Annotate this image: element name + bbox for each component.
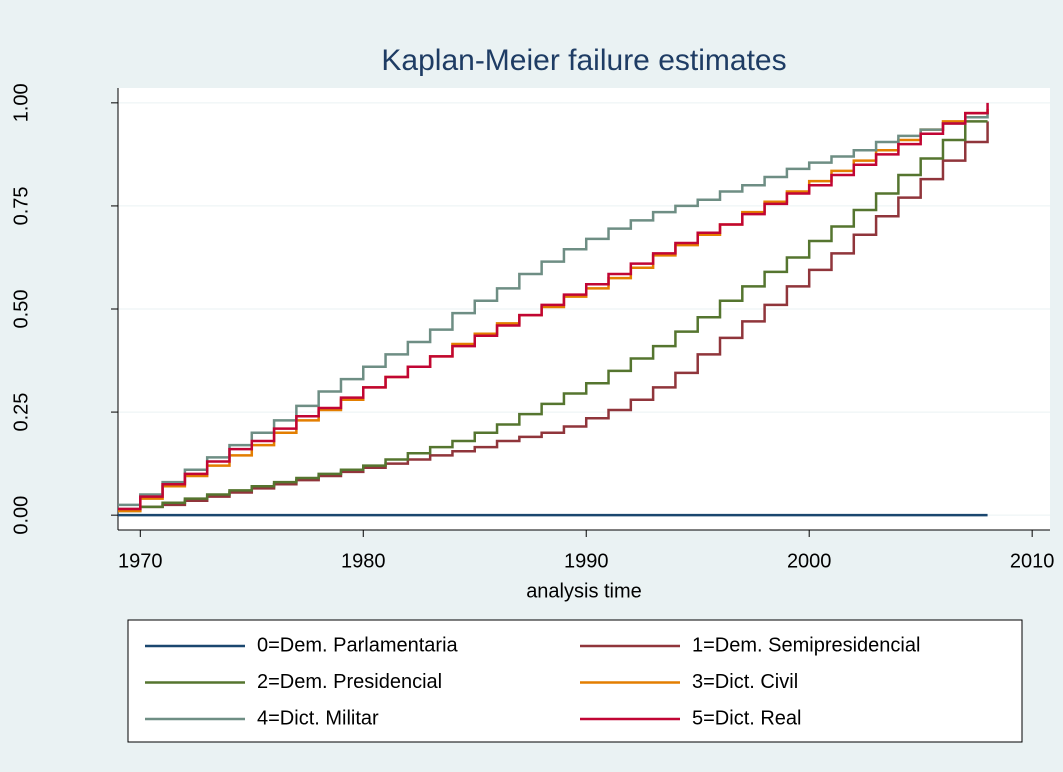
y-tick-label: 0.25: [10, 393, 32, 432]
x-tick-label: 2010: [1010, 550, 1055, 572]
y-tick-label: 0.00: [10, 496, 32, 535]
legend-label: 0=Dem. Parlamentaria: [257, 634, 459, 656]
y-tick-label: 1.00: [10, 83, 32, 122]
legend-label: 1=Dem. Semipresidencial: [692, 634, 920, 656]
x-axis-label: analysis time: [526, 580, 642, 602]
x-tick-label: 1990: [564, 550, 609, 572]
step-line: [118, 102, 989, 511]
legend-label: 5=Dict. Real: [692, 707, 802, 729]
x-tick-label: 1970: [118, 550, 163, 572]
legend-label: 3=Dict. Civil: [692, 671, 798, 693]
legend: [127, 619, 1023, 743]
chart-title: Kaplan-Meier failure estimates: [381, 44, 786, 77]
step-line: [118, 121, 989, 511]
y-tick-label: 0.75: [10, 186, 32, 225]
x-tick-label: 2000: [787, 550, 832, 572]
legend-label: 2=Dem. Presidencial: [257, 671, 442, 693]
legend-label: 4=Dict. Militar: [257, 707, 379, 729]
y-tick-label: 0.50: [10, 290, 32, 329]
x-tick-label: 1980: [341, 550, 386, 572]
step-line: [118, 120, 988, 513]
